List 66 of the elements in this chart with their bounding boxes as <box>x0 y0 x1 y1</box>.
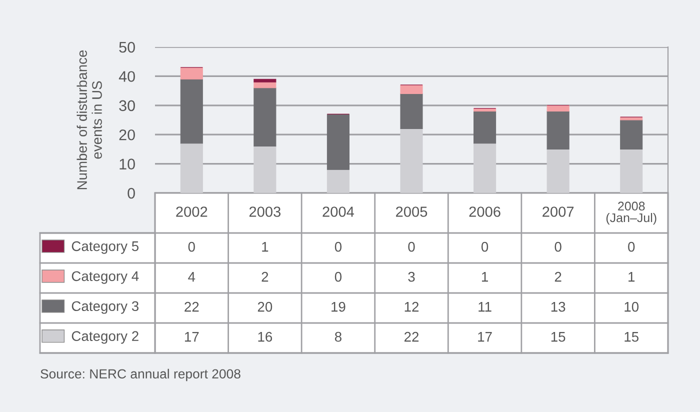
bar <box>326 114 350 170</box>
data-label: 15 <box>551 332 566 342</box>
data-label: 0 <box>481 242 488 252</box>
bar <box>400 93 423 130</box>
data-label: 20 <box>258 302 272 312</box>
y-tick-label: 50 <box>119 42 135 53</box>
data-label: 1 <box>262 242 268 252</box>
bar <box>326 169 350 193</box>
data-label: 0 <box>408 242 415 252</box>
bar <box>620 148 643 193</box>
y-tick-label: 10 <box>120 158 135 170</box>
data-label: 3 <box>408 272 415 282</box>
data-label: 2 <box>554 272 562 282</box>
y-tick-label: 30 <box>119 100 135 112</box>
data-label: 17 <box>184 332 199 342</box>
x-tick-label: 2005 <box>396 206 428 217</box>
bar <box>546 148 570 193</box>
source-note: Source: NERC annual report 2008 <box>40 368 240 382</box>
data-label: 1 <box>628 272 635 282</box>
x-tick-label: 2003 <box>249 206 281 217</box>
bar <box>474 108 496 112</box>
bar <box>474 110 496 144</box>
data-label: 12 <box>404 302 419 312</box>
bar <box>400 128 423 193</box>
data-label: 22 <box>404 332 419 342</box>
data-label: 0 <box>188 242 195 252</box>
bar <box>254 88 276 147</box>
bar <box>474 143 496 193</box>
data-label: 15 <box>624 332 638 342</box>
data-label: 0 <box>334 242 342 252</box>
legend-label: Category 3 <box>72 301 138 314</box>
legend-label: Category 4 <box>72 271 139 284</box>
data-label: 4 <box>188 272 196 282</box>
bar <box>546 110 570 150</box>
x-tick-label: 2008 (Jan–Jul) <box>606 202 656 225</box>
data-label: 10 <box>624 302 639 312</box>
data-label: 17 <box>478 332 492 342</box>
data-label: 0 <box>628 242 635 252</box>
data-label: 0 <box>334 272 342 282</box>
y-tick-label: 0 <box>128 188 135 199</box>
y-tick-label: 40 <box>118 71 135 82</box>
bar <box>546 105 570 112</box>
x-tick-label: 2002 <box>176 206 208 217</box>
x-tick-label: 2004 <box>322 206 354 217</box>
data-label: 22 <box>184 302 199 312</box>
data-label: 16 <box>258 332 272 342</box>
bar <box>254 146 276 193</box>
data-label: 2 <box>262 272 268 282</box>
y-tick-label: 20 <box>119 129 135 140</box>
data-label: 13 <box>551 302 566 312</box>
x-tick-label: 2007 <box>542 206 574 217</box>
y-axis-title: Number of disturbance events in US <box>76 50 102 190</box>
bar <box>254 78 276 82</box>
data-label: 1 <box>482 272 488 282</box>
data-label: 11 <box>478 302 492 312</box>
x-tick-label: 2006 <box>469 206 500 217</box>
bar <box>180 78 203 144</box>
legend-label: Category 5 <box>72 241 139 254</box>
bar <box>180 143 203 193</box>
data-label: 19 <box>332 302 346 312</box>
data-label: 8 <box>334 332 342 342</box>
bar <box>400 84 423 94</box>
data-label: 0 <box>554 242 562 252</box>
bar <box>180 67 203 80</box>
legend-label: Category 2 <box>72 331 138 344</box>
bar <box>620 120 643 150</box>
